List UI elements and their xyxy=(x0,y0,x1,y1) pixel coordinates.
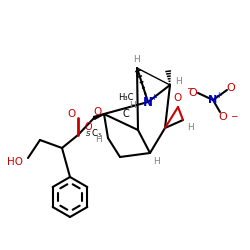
Text: O: O xyxy=(84,122,92,132)
Text: H₃C: H₃C xyxy=(118,92,134,102)
Text: H: H xyxy=(128,100,136,110)
Text: +: + xyxy=(215,92,221,100)
Text: HO: HO xyxy=(7,157,23,167)
Text: O: O xyxy=(189,88,198,98)
Text: H: H xyxy=(186,122,194,132)
Text: O: O xyxy=(218,112,228,122)
Text: $_3$: $_3$ xyxy=(97,132,102,140)
Polygon shape xyxy=(94,114,104,119)
Text: O: O xyxy=(174,93,182,103)
Text: C: C xyxy=(122,109,130,119)
Text: −: − xyxy=(186,83,194,92)
Text: −: − xyxy=(230,111,237,120)
Text: O: O xyxy=(67,109,75,119)
Text: N: N xyxy=(208,95,218,105)
Text: +: + xyxy=(150,94,158,102)
Text: O: O xyxy=(93,107,101,117)
Text: H: H xyxy=(152,158,160,166)
Text: H: H xyxy=(176,76,182,86)
Text: H: H xyxy=(96,134,102,143)
Text: C: C xyxy=(91,128,97,138)
Text: S: S xyxy=(86,131,90,137)
Text: H: H xyxy=(134,54,140,64)
Text: N: N xyxy=(143,96,153,108)
Text: O: O xyxy=(226,83,235,93)
